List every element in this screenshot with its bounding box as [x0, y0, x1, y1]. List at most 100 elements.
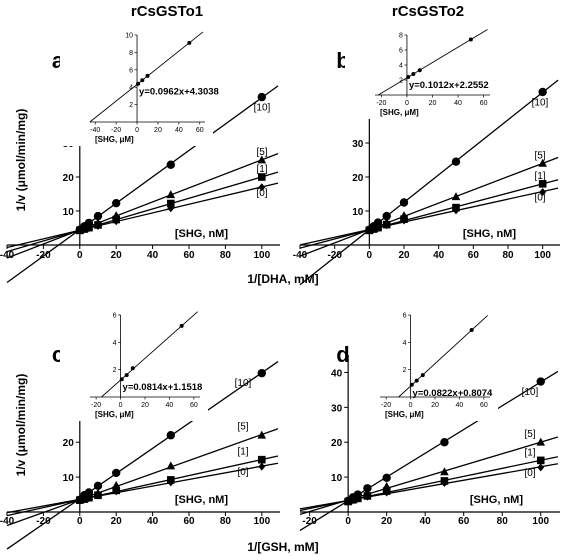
series-line: [6, 462, 279, 514]
y-axis-label-bottom: 1/v (μmol/min/mg): [14, 374, 28, 477]
series-line: [6, 153, 279, 259]
x-tick-label: 0: [77, 250, 83, 261]
inset-data-point: [469, 328, 474, 333]
inset-data-point: [124, 373, 129, 378]
series-label: [1]: [237, 447, 248, 458]
inset-x-tick-label: 40: [454, 100, 462, 107]
legend-title: [SHG, nM]: [175, 228, 228, 240]
series-line: [6, 171, 279, 253]
series-label: [0]: [237, 467, 248, 478]
data-point-triangle: [257, 430, 267, 439]
inset-y-tick-label: 2: [403, 367, 407, 374]
x-tick-label: 100: [253, 250, 270, 261]
legend-title: [SHG, nM]: [470, 494, 523, 506]
data-point-triangle: [399, 211, 409, 220]
inset-x-tick-label: 0: [409, 402, 413, 409]
data-point-square: [440, 477, 449, 485]
y-tick-label: 40: [331, 368, 343, 379]
series-line: [6, 361, 279, 550]
y-tick-label: 20: [63, 173, 75, 184]
inset-y-tick-label: 6: [403, 313, 407, 320]
x-tick-label: 80: [220, 250, 232, 261]
x-tick-label: 0: [77, 516, 83, 527]
series-line: [299, 370, 559, 531]
x-tick-label: 80: [220, 516, 232, 527]
inset-x-tick-label: -20: [91, 402, 101, 409]
data-point-triangle: [451, 192, 461, 201]
x-tick-label: 100: [253, 516, 270, 527]
inset-x-tick-label: -40: [90, 127, 100, 134]
x-tick-label: 20: [111, 516, 123, 527]
inset-y-tick-label: 8: [399, 33, 403, 40]
inset-x-tick-label: 20: [429, 100, 437, 107]
inset-x-tick-label: 0: [135, 127, 139, 134]
data-point-circle: [166, 431, 175, 440]
data-point-square: [536, 456, 545, 465]
inset-y-tick-label: 8: [129, 50, 133, 57]
inset-y-tick-label: 4: [399, 63, 403, 70]
x-tick-label: 40: [147, 250, 159, 261]
series-label: [5]: [534, 150, 545, 161]
x-tick-label: 80: [497, 516, 509, 527]
data-point-circle: [382, 473, 391, 483]
series-label: [10]: [235, 378, 252, 389]
inset-y-tick-label: 6: [129, 67, 133, 74]
data-point-diamond: [539, 187, 547, 196]
x-tick-label: 40: [147, 516, 159, 527]
inset-background: [345, 29, 498, 119]
y-tick-label: 10: [63, 473, 75, 484]
inset-x-tick-label: 60: [480, 402, 488, 409]
data-point-square: [382, 487, 391, 495]
y-tick-label: 30: [352, 139, 364, 150]
panels-group: -40-200204060801001020304050a[0][1][5][1…: [0, 29, 560, 550]
inset-x-tick-label: -20: [376, 100, 386, 107]
x-tick-label: 40: [420, 516, 432, 527]
inset-x-tick-label: 40: [166, 402, 174, 409]
data-point-triangle: [166, 461, 176, 470]
y-tick-label: 20: [352, 173, 364, 184]
inset-x-tick-label: 40: [456, 402, 464, 409]
series-line: [299, 436, 559, 516]
inset-x-label: [SHG, μM]: [380, 108, 419, 117]
data-point-square: [167, 199, 175, 208]
inset-x-label: [SHG, μM]: [95, 410, 134, 419]
x-axis-label-bottom: 1/[GSH, mM]: [247, 540, 318, 554]
data-point-triangle: [440, 467, 449, 476]
data-point-triangle: [538, 158, 547, 167]
series-label: [0]: [256, 188, 267, 199]
data-point-circle: [353, 490, 362, 499]
series-label: [1]: [256, 164, 267, 175]
series-label: [1]: [534, 171, 545, 182]
x-tick-label: 0: [367, 250, 373, 261]
inset-equation: y=0.1012x+2.2552: [409, 80, 489, 91]
y-tick-label: 10: [63, 207, 75, 218]
data-point-circle: [399, 198, 409, 207]
inset-equation: y=0.0822x+0.8074: [413, 388, 493, 399]
series-line: [299, 187, 559, 246]
data-point-triangle: [382, 481, 391, 490]
inset-x-tick-label: 40: [175, 127, 183, 134]
inset-background: [60, 309, 208, 421]
inset-x-tick-label: 0: [119, 402, 123, 409]
data-point-circle: [93, 211, 103, 221]
inset-c: -20 0 20 40 60 2 4 6 y=0.0814x+1.1518 [SHG, μM]: [60, 309, 208, 421]
series-line: [6, 85, 279, 284]
data-point-circle: [363, 484, 372, 493]
data-point-triangle: [111, 211, 121, 220]
data-point-circle: [112, 198, 121, 208]
inset-data-point: [411, 72, 416, 76]
data-point-triangle: [382, 217, 391, 226]
y-tick-label: 30: [331, 403, 343, 414]
panel-d: -20 0 20 40 60 80 10010203040d[0][1][5][10][SH…: [299, 309, 560, 531]
series-label: [0]: [524, 468, 535, 479]
data-point-triangle: [93, 488, 103, 497]
inset-y-tick-label: 4: [403, 340, 407, 347]
series-line: [299, 179, 559, 249]
inset-x-tick-label: 60: [196, 127, 204, 134]
inset-data-point: [179, 323, 184, 328]
inset-data-point: [119, 377, 124, 382]
x-tick-label: 80: [502, 250, 514, 261]
inset-x-label: [SHG, μM]: [385, 410, 424, 419]
data-point-circle: [536, 377, 545, 386]
